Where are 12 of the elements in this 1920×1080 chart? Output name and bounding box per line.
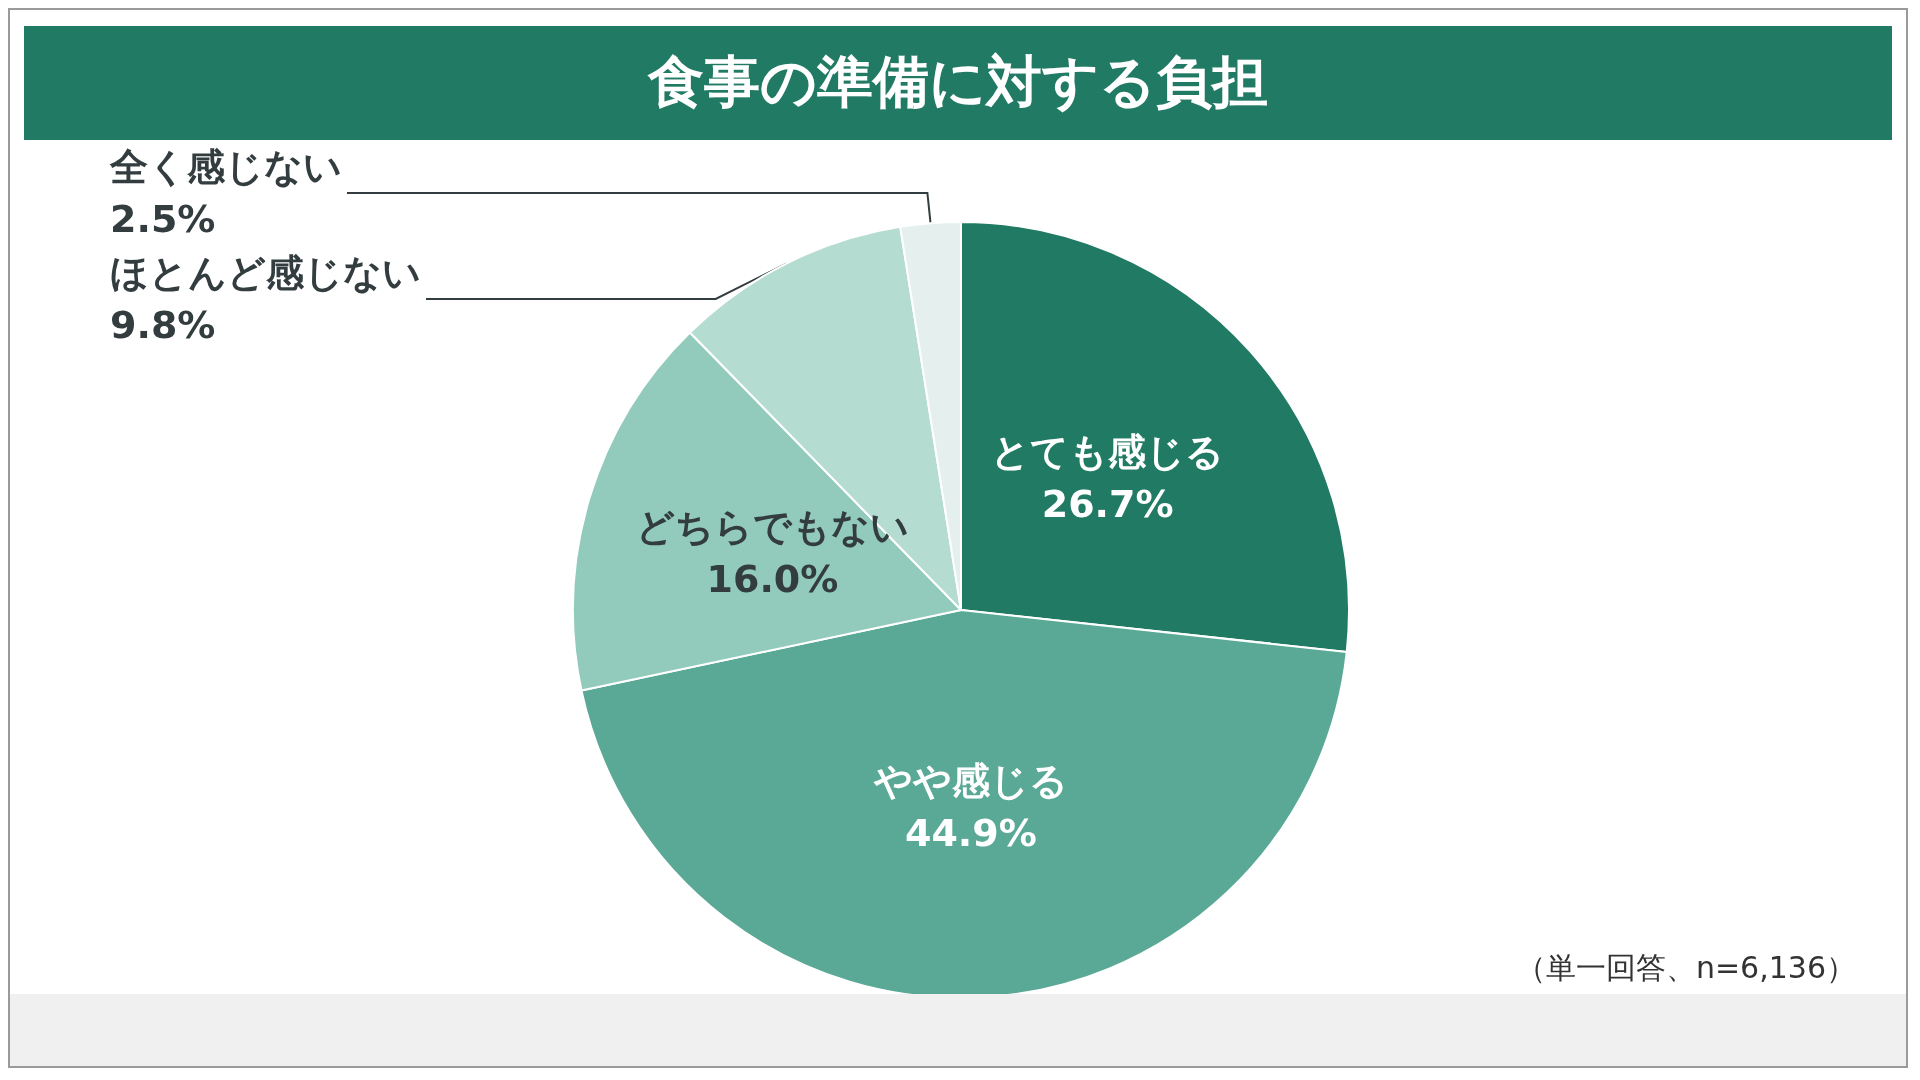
data-label: 2.5% <box>110 197 216 241</box>
slice-label: とても感じる <box>991 430 1225 475</box>
slice-label: ほとんど感じない <box>110 251 421 295</box>
slice-label: 全く感じない <box>109 145 342 189</box>
data-label: 16.0% <box>706 556 839 601</box>
data-label: 44.9% <box>904 810 1037 855</box>
slice-label: どちらでもない <box>635 504 909 549</box>
data-label: 26.7% <box>1041 482 1174 527</box>
text: （単一回答、n=6,136） <box>1515 949 1856 987</box>
data-label: 9.8% <box>110 303 216 347</box>
slice-label: やや感じる <box>872 758 1068 803</box>
chart-title: 食事の準備に対する負担 <box>24 26 1892 140</box>
